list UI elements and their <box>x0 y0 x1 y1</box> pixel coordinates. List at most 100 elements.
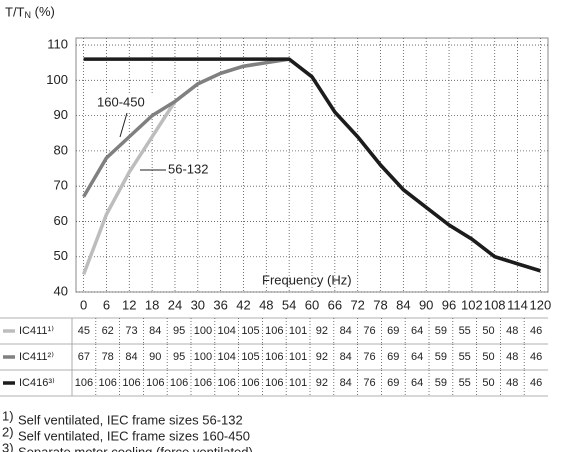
table-cell: 55 <box>459 377 471 389</box>
y-tick-label: 70 <box>54 178 68 193</box>
table-cell: 84 <box>340 351 352 363</box>
table-cell: 106 <box>75 377 93 389</box>
footnote-text: Separate motor cooling (force ventilated… <box>18 444 253 452</box>
x-tick-label: 72 <box>350 297 364 312</box>
table-cell: 84 <box>340 377 352 389</box>
x-tick-label: 42 <box>236 297 250 312</box>
table-cell: 106 <box>218 377 236 389</box>
y-tick-label: 80 <box>54 142 68 157</box>
x-tick-label: 12 <box>122 297 136 312</box>
footnote-text: Self ventilated, IEC frame sizes 56-132 <box>18 412 243 427</box>
table-cell: 64 <box>411 325 423 337</box>
table-cell: 106 <box>265 351 283 363</box>
plot-background <box>75 37 549 293</box>
table-cell: 106 <box>146 377 164 389</box>
x-tick-label: 114 <box>507 297 528 312</box>
table-cell: 76 <box>363 377 375 389</box>
x-tick-label: 78 <box>373 297 387 312</box>
table-cell: 76 <box>363 351 375 363</box>
annotation: 160-450 <box>97 94 145 109</box>
table-cell: 106 <box>265 325 283 337</box>
x-tick-label: 30 <box>191 297 205 312</box>
table-cell: 100 <box>194 351 212 363</box>
x-tick-label: 24 <box>168 297 182 312</box>
x-tick-label: 54 <box>282 297 296 312</box>
annotation: 56-132 <box>168 161 208 176</box>
table-cell: 101 <box>289 351 307 363</box>
x-tick-label: 18 <box>145 297 159 312</box>
annotation-leader <box>119 112 128 138</box>
table-cell: 73 <box>125 325 137 337</box>
table-cell: 90 <box>149 351 161 363</box>
table-cell: 69 <box>387 377 399 389</box>
table-cell: 105 <box>241 325 259 337</box>
x-tick-label: 48 <box>259 297 273 312</box>
table-cell: 105 <box>241 351 259 363</box>
footnote-marker: 3) <box>2 440 14 452</box>
table-cell: 84 <box>149 325 161 337</box>
table-cell: 104 <box>218 351 236 363</box>
x-tick-label: 102 <box>461 297 483 312</box>
series-line <box>83 57 541 273</box>
table-cell: 101 <box>289 377 307 389</box>
y-tick-label: 100 <box>46 72 68 87</box>
table-cell: 48 <box>506 351 518 363</box>
y-tick-label: 60 <box>54 213 68 228</box>
table-cell: 106 <box>265 377 283 389</box>
x-tick-label: 120 <box>530 297 552 312</box>
x-axis-label: Frequency (Hz) <box>262 272 352 287</box>
table-cell: 95 <box>173 351 185 363</box>
table-cell: 78 <box>102 351 114 363</box>
table-cell: 100 <box>194 325 212 337</box>
x-tick-label: 66 <box>328 297 342 312</box>
legend-label: IC411¹⁾ <box>19 325 54 337</box>
footnote-marker: 1) <box>2 408 14 423</box>
x-tick-label: 90 <box>419 297 433 312</box>
table-cell: 92 <box>316 377 328 389</box>
table-cell: 92 <box>316 325 328 337</box>
legend-label: IC411²⁾ <box>19 351 54 363</box>
x-tick-label: 108 <box>484 297 506 312</box>
table-cell: 84 <box>340 325 352 337</box>
table-cell: 48 <box>506 325 518 337</box>
table-cell: 62 <box>102 325 114 337</box>
table-cell: 64 <box>411 377 423 389</box>
table-cell: 50 <box>482 377 494 389</box>
table-cell: 76 <box>363 325 375 337</box>
x-tick-label: 0 <box>80 297 87 312</box>
table-cell: 69 <box>387 325 399 337</box>
table-cell: 55 <box>459 325 471 337</box>
y-tick-label: 90 <box>54 107 68 122</box>
y-tick-label: 50 <box>54 248 68 263</box>
x-tick-label: 36 <box>213 297 227 312</box>
table-cell: 101 <box>289 325 307 337</box>
table-cell: 59 <box>435 377 447 389</box>
annotation-bg <box>166 161 214 178</box>
table-cell: 106 <box>170 377 188 389</box>
table-cell: 46 <box>530 351 542 363</box>
table-cell: 106 <box>122 377 140 389</box>
table-cell: 59 <box>435 325 447 337</box>
x-tick-label: 6 <box>103 297 110 312</box>
table-cell: 92 <box>316 351 328 363</box>
y-tick-label: 110 <box>47 36 68 51</box>
annotation-bg <box>95 94 155 111</box>
footnote-text: Self ventilated, IEC frame sizes 160-450 <box>18 428 250 443</box>
table-cell: 84 <box>125 351 137 363</box>
x-tick-label: 96 <box>442 297 456 312</box>
table-cell: 69 <box>387 351 399 363</box>
table-cell: 46 <box>530 325 542 337</box>
table-cell: 106 <box>99 377 117 389</box>
x-tick-label: 60 <box>305 297 319 312</box>
legend-label: IC416³⁾ <box>19 377 55 389</box>
table-cell: 55 <box>459 351 471 363</box>
table-cell: 106 <box>194 377 212 389</box>
table-cell: 46 <box>530 377 542 389</box>
table-cell: 50 <box>482 351 494 363</box>
table-cell: 59 <box>435 351 447 363</box>
x-tick-label: 84 <box>396 297 410 312</box>
table-cell: 104 <box>218 325 236 337</box>
table-cell: 50 <box>482 325 494 337</box>
